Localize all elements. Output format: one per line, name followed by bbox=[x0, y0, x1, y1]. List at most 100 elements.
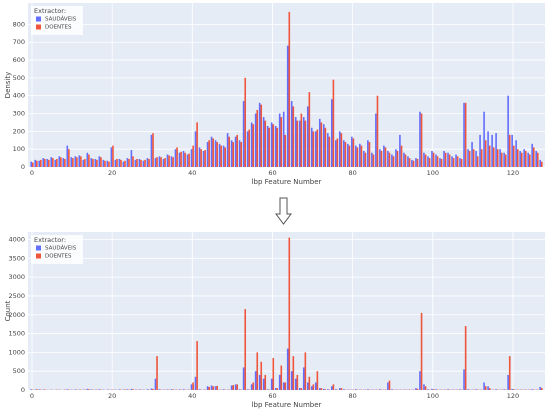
bar bbox=[196, 122, 198, 167]
bar bbox=[359, 143, 361, 167]
bar bbox=[88, 154, 90, 167]
y-tick-label: 400 bbox=[13, 92, 25, 100]
bar bbox=[312, 384, 315, 390]
bar bbox=[388, 380, 391, 390]
bar bbox=[178, 152, 181, 167]
bar bbox=[475, 150, 477, 167]
bar bbox=[444, 152, 447, 167]
bar bbox=[180, 151, 182, 167]
bar bbox=[110, 147, 113, 167]
bar bbox=[54, 159, 57, 167]
x-tick-label: 0 bbox=[30, 169, 34, 177]
bar bbox=[380, 150, 383, 167]
bar bbox=[308, 92, 311, 167]
bar bbox=[214, 386, 217, 390]
y-tick-label: 1000 bbox=[8, 348, 25, 356]
bar bbox=[384, 147, 387, 167]
bar bbox=[408, 158, 411, 167]
bar bbox=[508, 134, 511, 167]
bar bbox=[126, 389, 129, 390]
bar bbox=[423, 152, 425, 167]
bar bbox=[455, 154, 457, 167]
bar bbox=[310, 127, 313, 167]
bar bbox=[50, 157, 53, 167]
bar bbox=[272, 124, 275, 167]
x-tick-label: 100 bbox=[427, 392, 439, 400]
bar bbox=[198, 147, 201, 167]
bar bbox=[172, 157, 174, 167]
bar bbox=[431, 388, 433, 390]
bar bbox=[182, 389, 185, 390]
bar bbox=[252, 124, 255, 167]
bar bbox=[531, 389, 533, 390]
bar bbox=[322, 124, 325, 167]
bar bbox=[508, 356, 511, 390]
bar bbox=[492, 147, 495, 167]
bar bbox=[170, 156, 173, 167]
bar bbox=[154, 378, 157, 390]
bar bbox=[439, 158, 441, 167]
bar bbox=[78, 155, 81, 167]
bar bbox=[138, 158, 141, 167]
bar bbox=[396, 150, 399, 167]
y-axis-title: Count bbox=[4, 300, 12, 321]
bar bbox=[258, 374, 261, 390]
bar bbox=[146, 158, 149, 167]
bar bbox=[512, 389, 515, 390]
bar bbox=[36, 389, 38, 390]
legend-label: DOENTES bbox=[45, 25, 72, 31]
bar bbox=[90, 389, 93, 390]
bar bbox=[520, 152, 523, 167]
bar bbox=[316, 129, 319, 167]
bar bbox=[480, 149, 483, 167]
bar bbox=[270, 378, 273, 390]
bar bbox=[196, 341, 198, 390]
bar bbox=[475, 389, 477, 390]
bar bbox=[294, 117, 297, 167]
x-tick-label: 20 bbox=[108, 169, 116, 177]
x-tick-label: 40 bbox=[188, 392, 196, 400]
bar bbox=[452, 158, 455, 167]
legend-label: DOENTES bbox=[45, 254, 72, 260]
bar bbox=[540, 388, 543, 390]
chart: 0 100 200 300 400 500 600 700 800 0 20 40 60 80 100 120… bbox=[4, 3, 545, 186]
bar bbox=[290, 101, 293, 167]
bar bbox=[218, 143, 221, 167]
bar bbox=[435, 154, 437, 167]
bar bbox=[531, 143, 533, 167]
x-tick-label: 80 bbox=[348, 169, 356, 177]
bar bbox=[512, 145, 515, 167]
bar bbox=[194, 131, 197, 167]
bar bbox=[334, 389, 337, 390]
plot-area bbox=[28, 232, 545, 390]
bar bbox=[130, 388, 133, 390]
legend-swatch bbox=[36, 24, 41, 30]
bar bbox=[420, 113, 423, 167]
bar bbox=[88, 389, 90, 390]
bar bbox=[212, 386, 214, 390]
bar bbox=[222, 389, 225, 390]
bar bbox=[30, 161, 33, 167]
bar bbox=[460, 158, 463, 167]
bar bbox=[250, 122, 253, 167]
y-tick-label: 4000 bbox=[8, 236, 25, 244]
bar bbox=[234, 136, 237, 167]
bar bbox=[403, 152, 405, 167]
bar bbox=[210, 136, 213, 167]
bar bbox=[440, 158, 443, 167]
bar bbox=[468, 150, 471, 167]
bar bbox=[503, 152, 505, 167]
bar bbox=[136, 158, 138, 167]
bar bbox=[42, 158, 45, 167]
bar bbox=[415, 158, 417, 167]
bar bbox=[419, 111, 421, 167]
bar bbox=[367, 140, 369, 167]
bar bbox=[64, 158, 66, 167]
bar bbox=[375, 113, 377, 167]
bar bbox=[148, 158, 150, 167]
bar bbox=[264, 120, 267, 167]
x-tick-label: 60 bbox=[268, 169, 276, 177]
bar bbox=[96, 159, 98, 167]
bar bbox=[306, 382, 309, 390]
bar bbox=[459, 158, 461, 167]
